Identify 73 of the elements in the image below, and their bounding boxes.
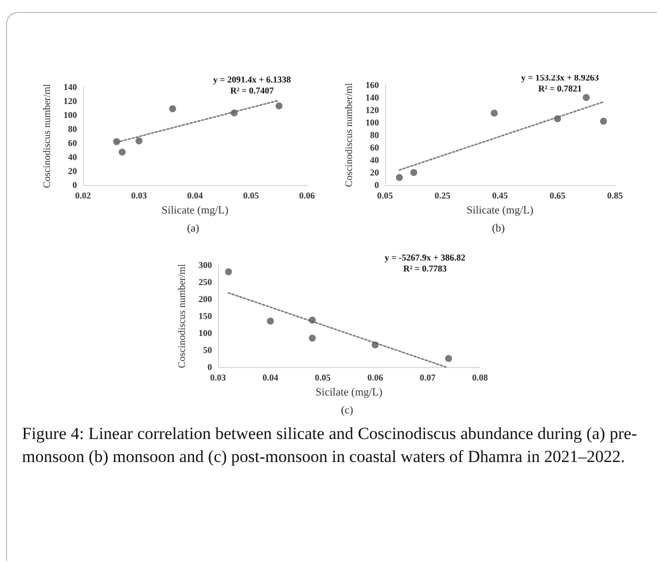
- y-tick-label: 60: [68, 138, 78, 148]
- y-tick-label: 0: [374, 180, 380, 190]
- y-tick-label: 150: [198, 311, 212, 321]
- y-tick-label: 250: [198, 277, 212, 287]
- point: [118, 148, 126, 156]
- y-axis-title: Coscinodiscus number/ml: [42, 84, 54, 188]
- x-tick-label: 0.45: [492, 190, 508, 200]
- text: y = -5267.9x + 386.82: [384, 252, 466, 262]
- y-tick-label: 50: [203, 345, 212, 355]
- point: [169, 105, 176, 112]
- point: [490, 110, 498, 117]
- x-tick-label: 0.02: [75, 190, 92, 200]
- x-tick-label: 0.05: [243, 190, 260, 200]
- point: [410, 169, 418, 176]
- text: y = 2091.4x + 6.1338: [213, 74, 292, 84]
- x-tick-label: 0.05: [314, 372, 332, 382]
- x-tick-label: 0.05: [377, 190, 394, 200]
- point: [396, 174, 403, 181]
- x-tick-label: 0.65: [550, 190, 566, 200]
- y-tick-label: 140: [366, 92, 380, 102]
- point: [276, 102, 282, 110]
- text: (b): [492, 222, 506, 234]
- point: [445, 355, 452, 362]
- y-tick-label: 100: [198, 328, 212, 338]
- y-tick-label: 80: [68, 124, 78, 134]
- x-tick-label: 0.03: [131, 190, 148, 200]
- x-tick-label: 0.04: [262, 372, 279, 382]
- y-tick-label: 20: [68, 166, 78, 176]
- point: [554, 115, 561, 122]
- x-axis-title: Silicate (mg/L): [466, 204, 534, 216]
- point: [266, 318, 274, 325]
- caption: Figure 4: Linear correlation between silicate and Coscinodiscus abundance during (a) pre-monsoon (b) monsoon and (c) post-monsoon in coastal waters of Dhamra in 2021–2022.: [22, 423, 637, 468]
- y-tick-label: 0: [208, 362, 212, 372]
- x-tick-label: 0.03: [210, 372, 226, 382]
- y-tick-label: 100: [366, 118, 380, 128]
- y-axis-title: Coscinodiscus number/ml: [344, 82, 356, 188]
- y-tick-label: 120: [64, 96, 78, 106]
- y-tick-label: 120: [366, 105, 380, 115]
- x-tick-label: 0.25: [434, 190, 451, 200]
- y-tick-label: 80: [370, 130, 380, 140]
- x-tick-label: 0.06: [367, 372, 384, 382]
- point: [372, 341, 379, 348]
- x-tick-label: 0.06: [299, 190, 316, 200]
- y-tick-label: 300: [198, 260, 212, 270]
- y-tick-label: 0: [72, 180, 78, 190]
- point: [308, 334, 316, 342]
- x-axis-title: Silicate (mg/L): [162, 204, 229, 216]
- point: [600, 118, 607, 125]
- text: (c): [341, 404, 354, 416]
- text: (a): [187, 222, 200, 234]
- point: [230, 109, 238, 116]
- y-axis-title: Coscinodiscus number/ml: [177, 264, 188, 368]
- y-tick-label: 160: [366, 80, 380, 90]
- point: [113, 138, 120, 146]
- y-tick-label: 40: [370, 155, 380, 165]
- y-tick-label: 200: [198, 294, 212, 304]
- y-tick-label: 60: [370, 142, 380, 152]
- x-tick-label: 0.04: [187, 190, 204, 200]
- annotation: R² = 0.7783: [403, 264, 448, 274]
- y-tick-label: 100: [64, 110, 78, 120]
- annotation: R² = 0.7821: [538, 84, 582, 94]
- x-tick-label: 0.07: [420, 372, 436, 382]
- y-tick-label: 40: [68, 152, 78, 162]
- x-tick-label: 0.85: [607, 190, 624, 200]
- y-tick-label: 20: [370, 168, 380, 178]
- x-axis-title: Sicilate (mg/L): [316, 386, 383, 398]
- annotation: R² = 0.7407: [230, 86, 274, 96]
- point: [308, 316, 316, 324]
- x-tick-label: 0.08: [472, 372, 488, 382]
- y-tick-label: 140: [64, 82, 78, 92]
- point: [582, 94, 590, 101]
- point: [224, 268, 232, 276]
- point: [136, 137, 142, 144]
